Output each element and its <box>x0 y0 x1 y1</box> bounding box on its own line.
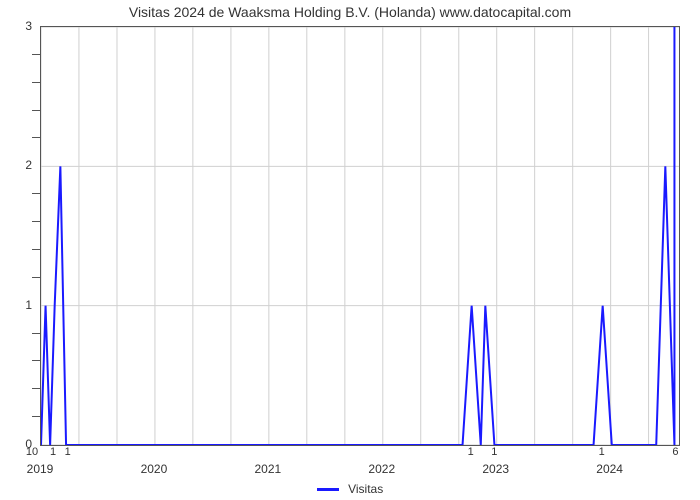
chart-svg <box>41 27 679 445</box>
chart-title: Visitas 2024 de Waaksma Holding B.V. (Ho… <box>0 4 700 20</box>
y-minor-tick <box>32 277 40 278</box>
data-label: 1 <box>599 446 605 458</box>
x-tick-label: 2019 <box>27 462 54 476</box>
x-tick-label: 2020 <box>141 462 168 476</box>
y-minor-tick <box>32 416 40 417</box>
chart-container: Visitas 2024 de Waaksma Holding B.V. (Ho… <box>0 0 700 500</box>
y-minor-tick <box>32 249 40 250</box>
data-label: 6 <box>672 446 678 458</box>
data-label: 1 <box>65 446 71 458</box>
y-minor-tick <box>32 82 40 83</box>
y-minor-tick <box>32 193 40 194</box>
legend: Visitas <box>0 482 700 496</box>
x-tick-label: 2023 <box>482 462 509 476</box>
x-tick-label: 2024 <box>596 462 623 476</box>
y-tick-label: 3 <box>0 19 32 33</box>
x-tick-label: 2022 <box>368 462 395 476</box>
legend-label: Visitas <box>348 482 383 496</box>
y-minor-tick <box>32 388 40 389</box>
y-tick-label: 1 <box>0 298 32 312</box>
y-minor-tick <box>32 137 40 138</box>
plot-area <box>40 26 680 446</box>
y-minor-tick <box>32 110 40 111</box>
data-label: 1 <box>491 446 497 458</box>
y-minor-tick <box>32 54 40 55</box>
y-minor-tick <box>32 333 40 334</box>
legend-swatch <box>317 488 339 491</box>
data-label: 10 <box>26 446 38 458</box>
y-minor-tick <box>32 221 40 222</box>
data-label: 1 <box>50 446 56 458</box>
data-label: 1 <box>468 446 474 458</box>
y-minor-tick <box>32 360 40 361</box>
y-tick-label: 2 <box>0 158 32 172</box>
x-tick-label: 2021 <box>254 462 281 476</box>
